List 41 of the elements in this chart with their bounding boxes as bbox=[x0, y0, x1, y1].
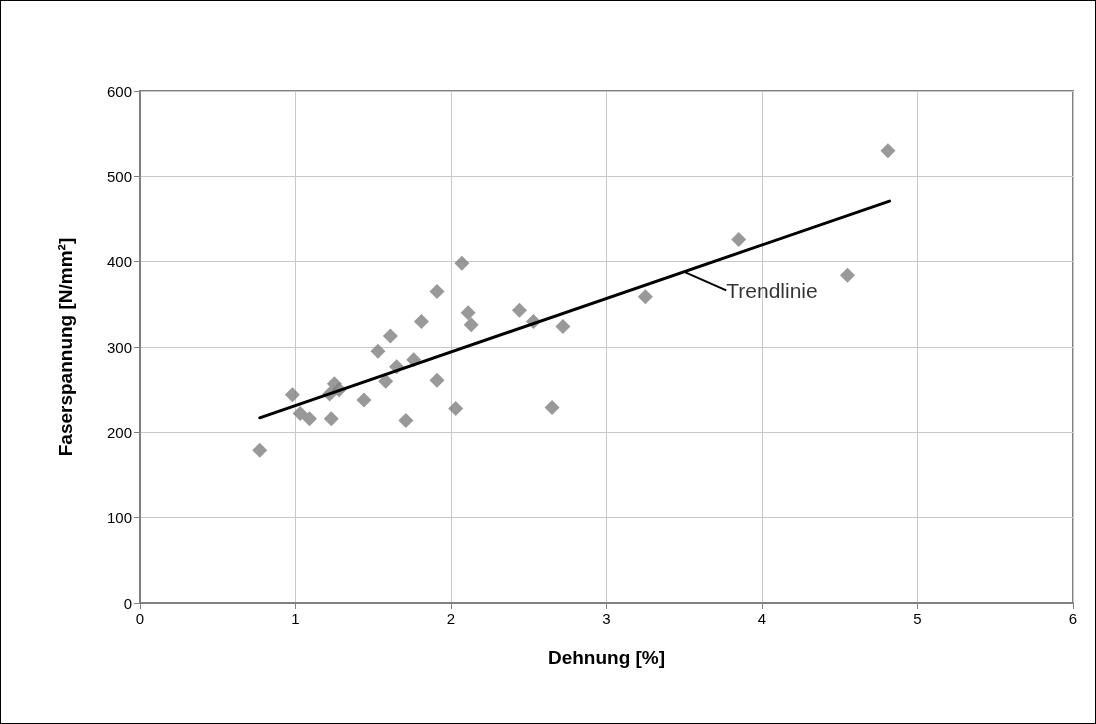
x-tick-label: 1 bbox=[291, 610, 300, 627]
point bbox=[840, 267, 856, 283]
x-tick-label: 3 bbox=[602, 610, 611, 627]
y-tick-label: 200 bbox=[106, 423, 132, 441]
point bbox=[356, 392, 372, 408]
point bbox=[429, 372, 445, 388]
x-tick-label: 4 bbox=[757, 610, 767, 627]
point bbox=[413, 313, 429, 329]
x-tick-label: 5 bbox=[913, 610, 922, 627]
point bbox=[544, 400, 560, 416]
point bbox=[637, 289, 653, 305]
y-tick-label: 0 bbox=[123, 594, 132, 612]
point bbox=[731, 231, 747, 247]
point bbox=[284, 387, 300, 403]
point bbox=[292, 406, 308, 422]
point bbox=[511, 302, 527, 318]
point bbox=[448, 400, 464, 416]
y-tick-label: 500 bbox=[106, 167, 132, 185]
y-tick-label: 600 bbox=[106, 82, 132, 100]
y-axis-title: Faserspannung [N/mm²] bbox=[55, 237, 76, 457]
x-axis-title: Dehnung [%] bbox=[547, 647, 666, 668]
x-tick-label: 0 bbox=[135, 610, 145, 627]
point bbox=[460, 305, 476, 321]
point bbox=[301, 411, 317, 427]
x-tick-label: 2 bbox=[446, 610, 456, 627]
point bbox=[398, 412, 414, 428]
point bbox=[555, 319, 571, 335]
point bbox=[382, 328, 398, 344]
y-tick-label: 300 bbox=[106, 338, 132, 356]
x-tick-label: 6 bbox=[1068, 610, 1078, 627]
point bbox=[370, 343, 386, 359]
y-tick-label: 400 bbox=[106, 253, 132, 271]
point bbox=[454, 255, 470, 271]
point bbox=[378, 373, 394, 389]
y-tick-label: 100 bbox=[106, 509, 132, 527]
annotation: Trendlinie bbox=[726, 278, 818, 302]
point bbox=[463, 317, 479, 333]
point bbox=[323, 411, 339, 427]
point bbox=[880, 143, 896, 159]
point bbox=[429, 284, 445, 300]
point bbox=[252, 442, 268, 458]
